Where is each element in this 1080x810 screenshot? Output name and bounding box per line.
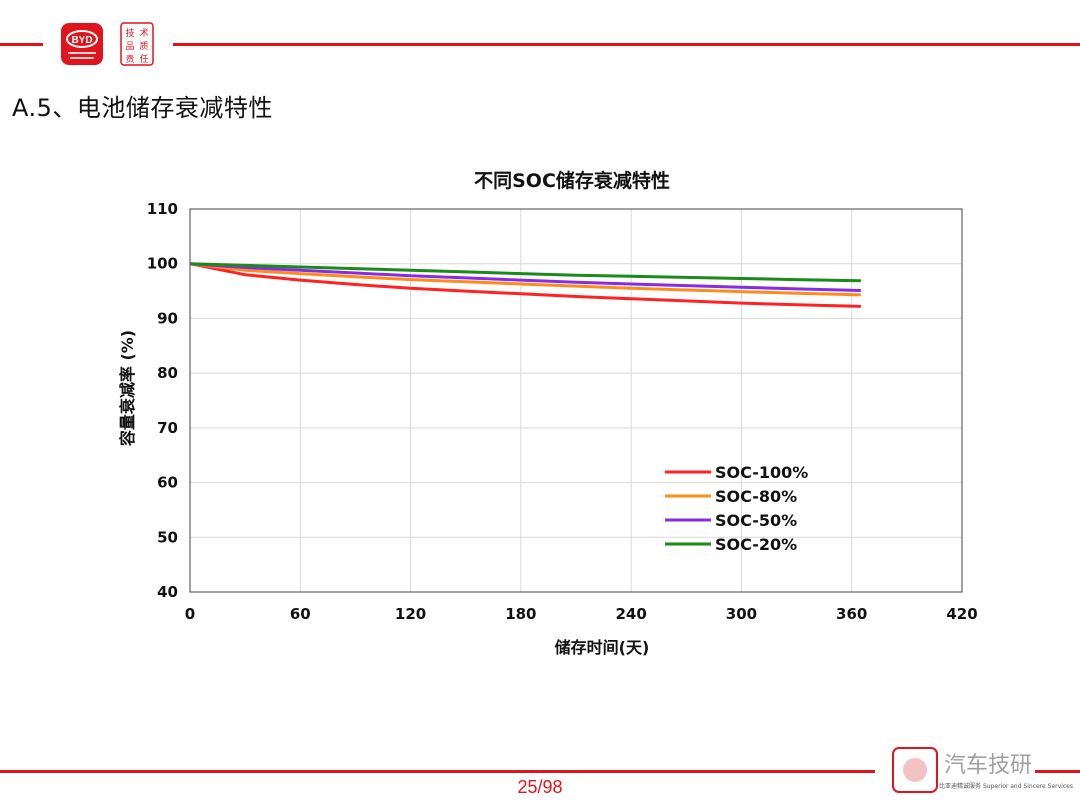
y-tick-label: 50	[157, 528, 178, 546]
x-axis-label: 储存时间(天)	[554, 638, 650, 657]
svg-text:技: 技	[125, 27, 134, 39]
page-number: 25/98	[517, 777, 563, 797]
legend-label: SOC-20%	[715, 535, 797, 554]
y-tick-label: 60	[157, 474, 178, 492]
capacity-fade-chart: 不同SOC储存衰减特性 储存时间(天) 容量衰减率 (%) 0 60 120 180 2…	[118, 169, 978, 657]
svg-text:任: 任	[139, 53, 148, 65]
y-tick-label: 100	[147, 255, 178, 273]
watermark: 汽车技研 比亚迪精诚服务 Superior and Sincere Servic…	[888, 742, 1078, 802]
y-axis-label: 容量衰减率 (%)	[118, 330, 137, 447]
series-line-soc-50	[189, 262, 861, 292]
svg-text:品: 品	[125, 41, 134, 52]
y-tick-label: 70	[157, 419, 178, 437]
watermark-subtext: 比亚迪精诚服务 Superior and Sincere Services	[939, 782, 1073, 790]
legend-label: SOC-100%	[715, 463, 808, 482]
x-tick-label: 360	[836, 605, 867, 623]
series-line-soc-20	[189, 262, 861, 283]
watermark-seal-icon	[892, 747, 938, 793]
byd-logo-icon: BYD	[60, 22, 104, 66]
series-lines	[189, 262, 861, 308]
y-tick-label: 80	[157, 364, 178, 382]
slide-title: A.5、电池储存衰减特性	[12, 94, 273, 122]
legend-label: SOC-50%	[715, 511, 797, 530]
x-tick-label: 120	[395, 605, 426, 623]
x-tick-label: 240	[615, 605, 646, 623]
x-tick-label: 60	[290, 605, 311, 623]
plot-frame	[189, 208, 963, 593]
y-tick-label: 90	[157, 309, 178, 327]
series-line-soc-80	[189, 262, 861, 297]
y-tick-label: 40	[157, 583, 178, 601]
x-tick-label: 0	[185, 605, 195, 623]
svg-text:质: 质	[139, 40, 148, 52]
legend-label: SOC-80%	[715, 487, 797, 506]
watermark-text: 汽车技研	[944, 753, 1032, 778]
svg-text:术: 术	[139, 27, 148, 39]
x-tick-label: 420	[946, 605, 977, 623]
series-line-soc-100	[189, 262, 861, 308]
svg-text:责: 责	[125, 53, 134, 65]
x-tick-label: 180	[505, 605, 536, 623]
svg-text:BYD: BYD	[71, 35, 92, 46]
chart-legend: SOC-100% SOC-80% SOC-50% SOC-20%	[665, 463, 808, 554]
header-rule-right	[173, 43, 1080, 46]
quality-seal-icon: 技 术 品 质 责 任	[120, 22, 154, 66]
axis-ticks: 0 60 120 180 240 300 360 420 40 50 60 70 80 90 100 110	[147, 200, 978, 623]
x-tick-label: 300	[726, 605, 757, 623]
footer-rule-right	[1035, 770, 1080, 773]
y-tick-label: 110	[147, 200, 178, 218]
header-rule-left	[0, 43, 43, 46]
chart-title: 不同SOC储存衰减特性	[474, 169, 670, 192]
footer-rule-left	[0, 770, 875, 773]
